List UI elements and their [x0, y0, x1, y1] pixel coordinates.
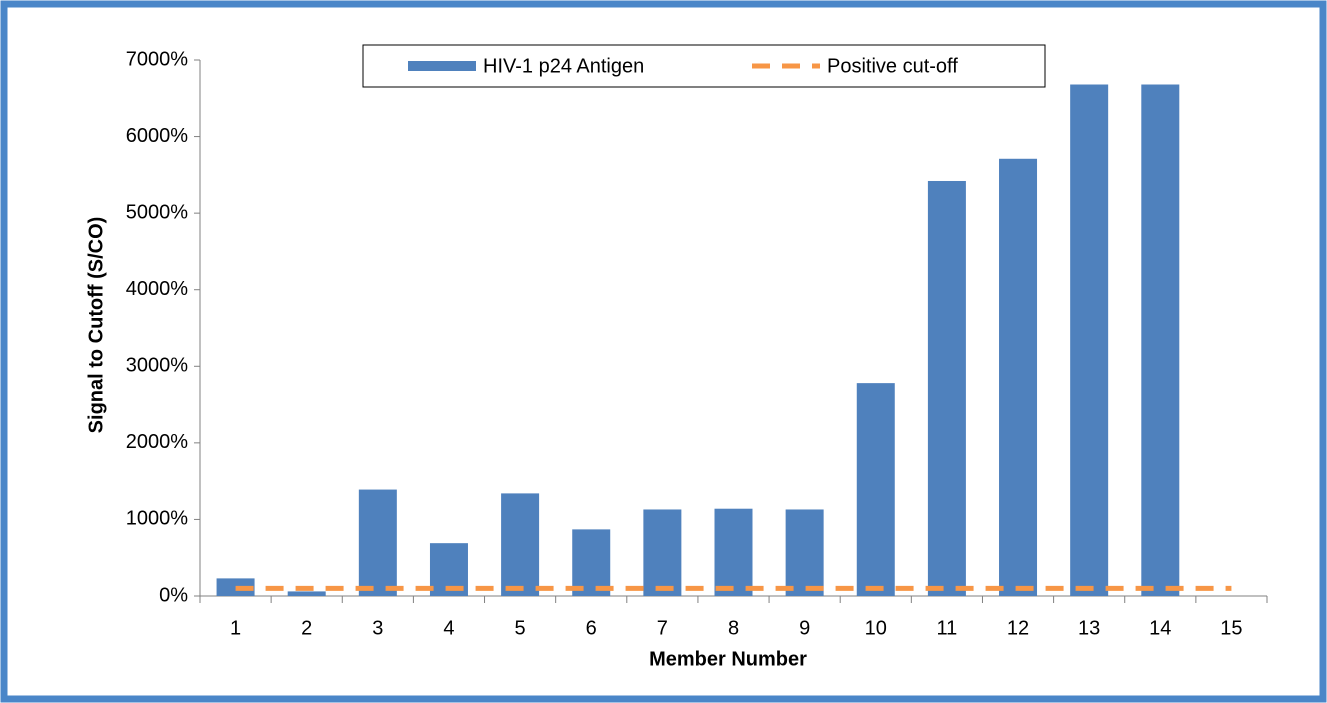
y-tick-label: 5000% [126, 201, 188, 223]
x-tick-label: 14 [1149, 617, 1171, 639]
x-tick-label: 10 [865, 617, 887, 639]
bar [1070, 84, 1109, 596]
x-tick-label: 9 [799, 617, 810, 639]
bar [501, 493, 540, 596]
bar [856, 383, 895, 596]
y-axis-title: Signal to Cutoff (S/CO) [85, 217, 107, 434]
y-tick-label: 0% [159, 584, 188, 606]
bar [643, 509, 682, 596]
bar [714, 508, 753, 596]
bar [999, 158, 1038, 596]
bar [358, 489, 397, 596]
x-tick-label: 5 [515, 617, 526, 639]
legend-label: HIV-1 p24 Antigen [483, 55, 644, 77]
bar [1141, 84, 1180, 596]
x-tick-label: 4 [443, 617, 454, 639]
x-tick-label: 7 [657, 617, 668, 639]
legend-box [362, 44, 1046, 88]
y-tick-label: 4000% [126, 278, 188, 300]
y-tick-label: 3000% [126, 355, 188, 377]
legend-swatch [408, 61, 476, 71]
x-tick-label: 1 [230, 617, 241, 639]
y-tick-label: 2000% [126, 431, 188, 453]
y-tick-label: 1000% [126, 508, 188, 530]
x-tick-label: 6 [586, 617, 597, 639]
bar [927, 180, 966, 597]
x-tick-label: 13 [1078, 617, 1100, 639]
x-axis-title: Member Number [649, 648, 807, 670]
legend-label: Positive cut-off [827, 55, 958, 77]
x-tick-label: 12 [1007, 617, 1029, 639]
x-tick-label: 11 [937, 617, 958, 639]
bar [287, 591, 326, 596]
x-tick-label: 15 [1220, 617, 1242, 639]
y-tick-label: 7000% [126, 48, 188, 70]
x-tick-label: 2 [301, 617, 312, 639]
bar [785, 509, 824, 596]
y-tick-label: 6000% [126, 125, 188, 147]
x-tick-label: 3 [372, 617, 383, 639]
x-tick-label: 8 [728, 617, 739, 639]
bar [572, 529, 611, 596]
